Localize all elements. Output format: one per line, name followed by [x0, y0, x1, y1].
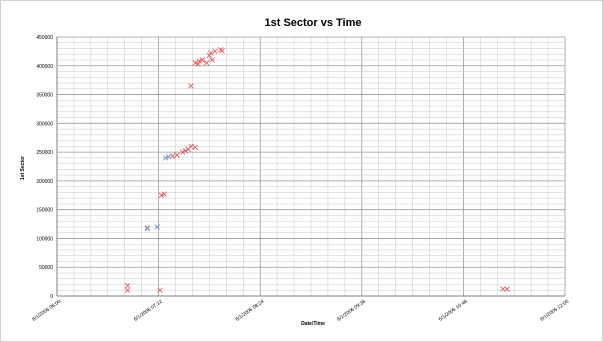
- y-tick-labels: 0 50000 100000 150000 200000 250000 300000 3500…: [36, 35, 53, 300]
- data-point: [161, 191, 167, 197]
- y-tick-label: 100000: [36, 236, 53, 242]
- y-axis-label: 1st Sector: [20, 156, 26, 180]
- y-tick-label: 350000: [36, 93, 53, 99]
- data-point: [165, 153, 172, 160]
- data-point: [157, 287, 163, 293]
- data-point: [208, 50, 214, 56]
- data-point: [188, 83, 194, 89]
- y-tick-label: 250000: [36, 150, 53, 156]
- data-point: [169, 153, 176, 159]
- y-tick-label: 150000: [36, 208, 53, 214]
- y-tick-label: 0: [50, 294, 53, 300]
- x-axis-label: Date/Time: [301, 321, 325, 327]
- data-point: [182, 148, 189, 154]
- data-point: [192, 60, 199, 66]
- data-point: [195, 61, 201, 67]
- axes: [56, 37, 565, 297]
- data-point: [500, 286, 506, 292]
- data-point: [124, 287, 131, 293]
- y-tick-label: 450000: [36, 35, 53, 41]
- y-tick-label: 300000: [36, 121, 53, 127]
- data-point: [212, 48, 218, 55]
- data-point: [219, 48, 225, 54]
- data-point: [124, 282, 131, 289]
- data-point: [209, 57, 215, 63]
- data-point: [162, 155, 169, 161]
- data-point: [196, 58, 203, 64]
- data-point: [203, 60, 210, 66]
- data-point: [192, 144, 199, 151]
- data-points: [124, 46, 510, 293]
- data-point: [158, 192, 165, 198]
- data-point: [144, 225, 151, 232]
- y-tick-label: 400000: [36, 64, 53, 70]
- data-point: [179, 149, 186, 155]
- data-point: [174, 152, 180, 158]
- data-point: [188, 143, 194, 150]
- data-point: [199, 57, 206, 63]
- data-point: [504, 286, 510, 292]
- data-point: [154, 224, 160, 230]
- y-tick-label: 50000: [39, 265, 53, 271]
- y-tick-label: 200000: [36, 179, 53, 185]
- chart-title: 1st Sector vs Time: [264, 17, 361, 29]
